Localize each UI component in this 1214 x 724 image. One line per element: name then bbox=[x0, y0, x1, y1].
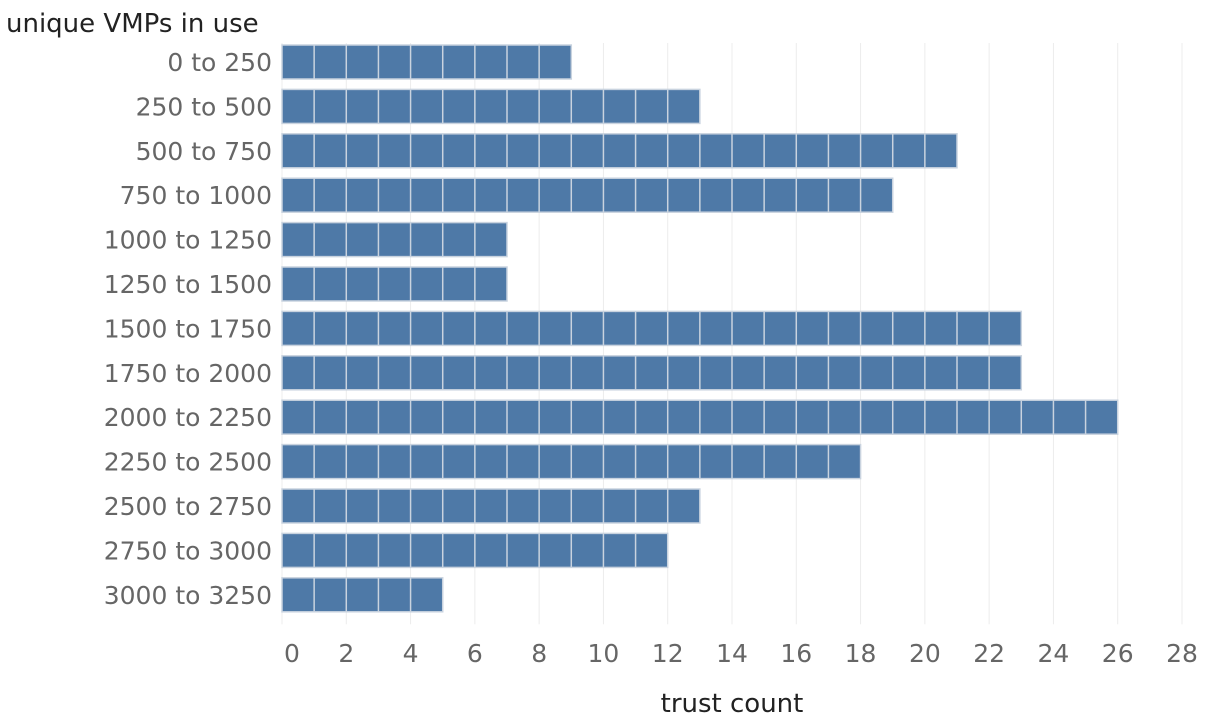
x-tick-label: 4 bbox=[403, 639, 419, 668]
x-axis-title: trust count bbox=[661, 689, 804, 719]
x-tick-label: 8 bbox=[531, 639, 547, 668]
x-tick-label: 10 bbox=[588, 639, 620, 668]
category-label: 500 to 750 bbox=[136, 137, 272, 166]
category-label: 1750 to 2000 bbox=[104, 359, 272, 388]
x-tick-label: 26 bbox=[1102, 639, 1134, 668]
bar bbox=[281, 177, 894, 213]
x-tick-label: 22 bbox=[973, 639, 1005, 668]
x-tick-label: 18 bbox=[845, 639, 877, 668]
bars bbox=[281, 44, 1119, 613]
y-axis-title: unique VMPs in use bbox=[6, 9, 259, 39]
bar bbox=[281, 310, 1023, 347]
x-tick-label: 14 bbox=[716, 639, 748, 668]
category-label: 0 to 250 bbox=[167, 48, 272, 77]
x-tick-label: 24 bbox=[1038, 639, 1070, 668]
category-label: 250 to 500 bbox=[136, 92, 272, 121]
category-label: 750 to 1000 bbox=[120, 181, 272, 210]
category-label: 2750 to 3000 bbox=[104, 536, 272, 565]
bar bbox=[281, 133, 958, 169]
x-tick-label: 6 bbox=[467, 639, 483, 668]
category-label: 2500 to 2750 bbox=[104, 492, 272, 521]
category-label: 2250 to 2500 bbox=[104, 448, 272, 477]
x-tick-label: 2 bbox=[338, 639, 354, 668]
bar bbox=[281, 44, 573, 80]
x-tick-label: 12 bbox=[652, 639, 684, 668]
category-label: 2000 to 2250 bbox=[104, 403, 272, 432]
x-tick-labels: 0 2 4 6 8 10 12 14 16 18 20 22 24 26 28 bbox=[284, 639, 1198, 668]
category-label: 1500 to 1750 bbox=[104, 314, 272, 343]
x-tick-label: 16 bbox=[780, 639, 812, 668]
category-label: 3000 to 3250 bbox=[104, 581, 272, 610]
x-tick-label: 20 bbox=[909, 639, 941, 668]
bar bbox=[281, 355, 1023, 391]
x-tick-label: 28 bbox=[1166, 639, 1198, 668]
bar bbox=[281, 488, 701, 524]
category-labels: 0 to 250 250 to 500 500 to 750 750 to 1000 1… bbox=[104, 48, 272, 610]
bar bbox=[281, 577, 444, 613]
bar bbox=[281, 221, 508, 258]
bar bbox=[281, 88, 701, 125]
category-label: 1000 to 1250 bbox=[104, 226, 272, 255]
x-tick-label: 0 bbox=[284, 639, 300, 668]
bar bbox=[281, 266, 508, 302]
category-label: 1250 to 1500 bbox=[104, 270, 272, 299]
